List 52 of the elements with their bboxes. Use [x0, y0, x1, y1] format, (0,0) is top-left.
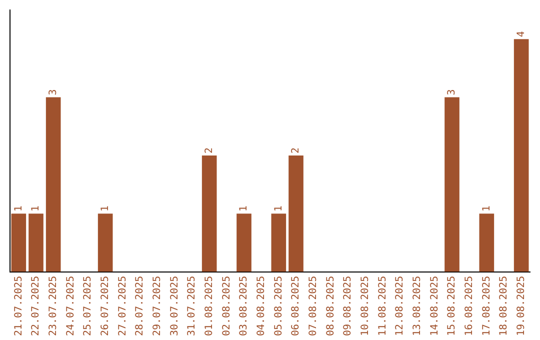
- bar: [514, 39, 529, 272]
- x-tick-label: 10.08.2025: [360, 276, 371, 336]
- bar: [202, 155, 217, 272]
- x-tick-label: 19.08.2025: [516, 276, 527, 336]
- x-tick-label: 26.07.2025: [100, 276, 111, 336]
- x-tick-label: 29.07.2025: [152, 276, 163, 336]
- x-tick-label: 07.08.2025: [308, 276, 319, 336]
- bar: [479, 214, 494, 272]
- x-tick-label: 21.07.2025: [13, 276, 24, 336]
- x-tick-label: 05.08.2025: [273, 276, 284, 336]
- x-tick-label: 30.07.2025: [169, 276, 180, 336]
- data-label: 3: [48, 89, 59, 96]
- x-tick-label: 04.08.2025: [256, 276, 267, 336]
- x-tick-label: 28.07.2025: [134, 276, 146, 336]
- data-label: 1: [30, 206, 42, 212]
- data-label: 2: [290, 147, 302, 154]
- x-tick-label: 11.08.2025: [377, 276, 388, 336]
- x-tick-label: 16.08.2025: [464, 276, 475, 336]
- bar: [236, 214, 252, 272]
- data-label: 1: [13, 206, 24, 212]
- x-tick-label: 06.08.2025: [290, 276, 302, 336]
- bar: [444, 97, 460, 272]
- x-tick-label: 15.08.2025: [446, 276, 458, 336]
- data-label: 3: [446, 89, 458, 96]
- bar: [11, 214, 26, 272]
- x-tick-label: 17.08.2025: [481, 276, 492, 336]
- data-label: 1: [273, 206, 284, 212]
- x-tick-label: 03.08.2025: [238, 276, 250, 336]
- bar: [271, 214, 286, 272]
- data-label: 1: [100, 206, 111, 212]
- bar: [46, 97, 61, 272]
- data-label: 1: [481, 206, 492, 212]
- bar: [98, 214, 113, 272]
- x-tick-label: 13.08.2025: [412, 276, 423, 336]
- bar: [288, 155, 304, 272]
- x-tick-label: 12.08.2025: [394, 276, 406, 336]
- x-tick-label: 27.07.2025: [117, 276, 128, 336]
- x-tick-label: 22.07.2025: [30, 276, 42, 336]
- x-tick-label: 18.08.2025: [498, 276, 510, 336]
- x-tick-label: 01.08.2025: [204, 276, 215, 336]
- data-label: 4: [516, 31, 527, 38]
- bar: [28, 214, 44, 272]
- data-label: 1: [238, 206, 250, 212]
- x-tick-label: 25.07.2025: [82, 276, 94, 336]
- x-tick-label: 09.08.2025: [342, 276, 354, 336]
- x-tick-label: 14.08.2025: [429, 276, 440, 336]
- x-tick-label: 08.08.2025: [325, 276, 336, 336]
- x-tick-label: 24.07.2025: [65, 276, 76, 336]
- x-tick-label: 23.07.2025: [48, 276, 59, 336]
- x-tick-label: 02.08.2025: [221, 276, 232, 336]
- data-label: 2: [204, 147, 215, 154]
- x-tick-label: 31.07.2025: [186, 276, 198, 336]
